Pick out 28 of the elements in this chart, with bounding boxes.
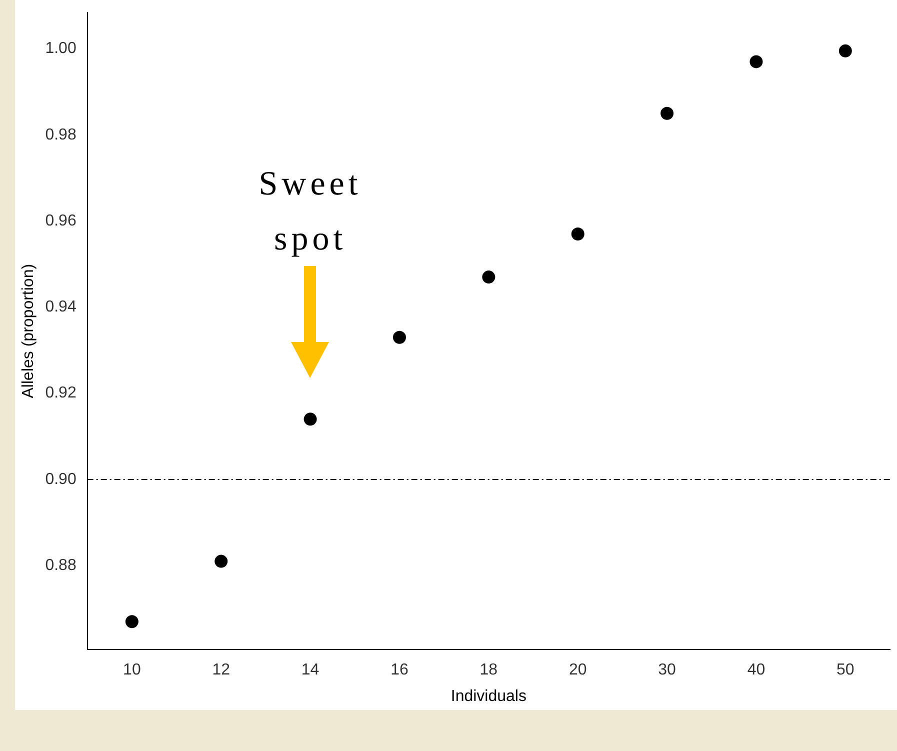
point: [838, 44, 852, 58]
point: [125, 615, 138, 628]
annotation: Sweet spot: [258, 166, 362, 258]
point: [750, 55, 763, 68]
x-tick-label: 14: [301, 662, 320, 679]
x-tick-label: 30: [658, 662, 676, 679]
y-tick-label: 0.92: [45, 384, 76, 402]
y-tick-label: 0.94: [45, 298, 76, 316]
point: [660, 106, 674, 120]
x-tick-label: 12: [212, 662, 230, 679]
x-tick-label: 10: [123, 662, 141, 679]
x-tick-label: 16: [390, 662, 408, 679]
y-tick-label: 0.90: [45, 470, 76, 488]
point: [304, 412, 317, 426]
y-tick-label: 0.88: [45, 557, 76, 574]
y-axis-title: Alleles (proportion): [20, 264, 38, 398]
point: [214, 554, 228, 568]
x-tick-label: 40: [747, 662, 766, 679]
x-axis-title: Individuals: [450, 688, 526, 705]
point: [482, 270, 496, 284]
y-tick-label: 0.96: [45, 212, 76, 230]
point: [571, 227, 584, 240]
point: [392, 330, 406, 344]
x-tick-label: 20: [568, 662, 587, 679]
x-tick-label: 18: [480, 662, 498, 679]
y-tick-label: 0.98: [45, 126, 76, 144]
x-tick-label: 50: [836, 662, 854, 679]
y-tick-label: 1.00: [45, 40, 76, 58]
